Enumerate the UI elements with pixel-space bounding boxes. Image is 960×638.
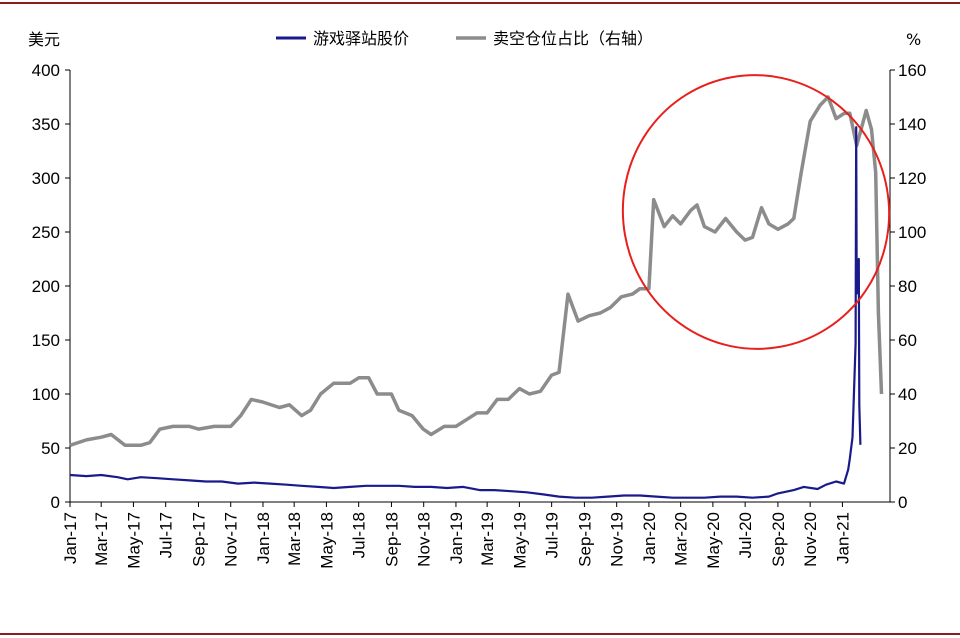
x-tick-label: Mar-18 (285, 512, 304, 566)
x-tick-label: Mar-19 (478, 512, 497, 566)
right-axis-unit: % (906, 30, 921, 49)
highlight-ellipse (621, 74, 891, 350)
x-tick-label: Nov-19 (608, 512, 627, 567)
x-tick-label: Jan-18 (254, 512, 273, 564)
right-tick-label: 120 (898, 169, 926, 188)
x-tick-label: Sep-19 (575, 512, 594, 567)
right-tick-label: 0 (898, 493, 907, 512)
right-tick-label: 80 (898, 277, 917, 296)
right-tick-label: 40 (898, 385, 917, 404)
x-tick-label: May-18 (317, 512, 336, 569)
axes: 0 50 100 150 200 250 300 350 400 0 20 40 60 80 100 120 1… (32, 61, 927, 569)
series-line-short-interest (69, 95, 884, 448)
bottom-rule (0, 633, 960, 635)
legend-label-price: 游戏驿站股价 (313, 29, 409, 48)
x-tick-label: Sep-17 (189, 512, 208, 567)
series-line-price (69, 126, 862, 499)
x-tick-label: Jul-17 (157, 512, 176, 558)
x-tick-label: Nov-18 (415, 512, 434, 567)
x-tick-label: Nov-20 (801, 512, 820, 567)
x-tick-label: Jul-19 (543, 512, 562, 558)
x-tick-label: Mar-20 (672, 512, 691, 566)
x-tick-label: May-17 (124, 512, 143, 569)
x-tick-label: Jan-19 (447, 512, 466, 564)
x-tick-label: Sep-20 (769, 512, 788, 567)
left-tick-label: 350 (32, 115, 60, 134)
left-tick-label: 400 (32, 61, 60, 80)
right-tick-label: 100 (898, 223, 926, 242)
right-tick-label: 160 (898, 61, 926, 80)
x-tick-label: May-20 (704, 512, 723, 569)
left-tick-label: 100 (32, 385, 60, 404)
x-tick-label: Jan-20 (640, 512, 659, 564)
left-tick-label: 250 (32, 223, 60, 242)
left-tick-label: 200 (32, 277, 60, 296)
x-tick-label: Jan-17 (61, 512, 80, 564)
left-tick-label: 50 (41, 439, 60, 458)
x-tick-label: Jul-20 (736, 512, 755, 558)
legend-label-short-interest: 卖空仓位占比（右轴） (493, 29, 653, 48)
x-tick-label: Sep-18 (382, 512, 401, 567)
left-tick-label: 0 (51, 493, 60, 512)
left-tick-label: 150 (32, 331, 60, 350)
right-tick-label: 140 (898, 115, 926, 134)
x-tick-label: May-19 (510, 512, 529, 569)
right-tick-label: 20 (898, 439, 917, 458)
x-tick-label: Jan-21 (833, 512, 852, 564)
left-tick-label: 300 (32, 169, 60, 188)
right-tick-label: 60 (898, 331, 917, 350)
left-axis-unit: 美元 (28, 30, 60, 49)
x-tick-label: Jul-18 (350, 512, 369, 558)
x-tick-label: Mar-17 (92, 512, 111, 566)
series-layer (69, 95, 884, 499)
x-tick-label: Nov-17 (222, 512, 241, 567)
top-rule (0, 2, 960, 4)
